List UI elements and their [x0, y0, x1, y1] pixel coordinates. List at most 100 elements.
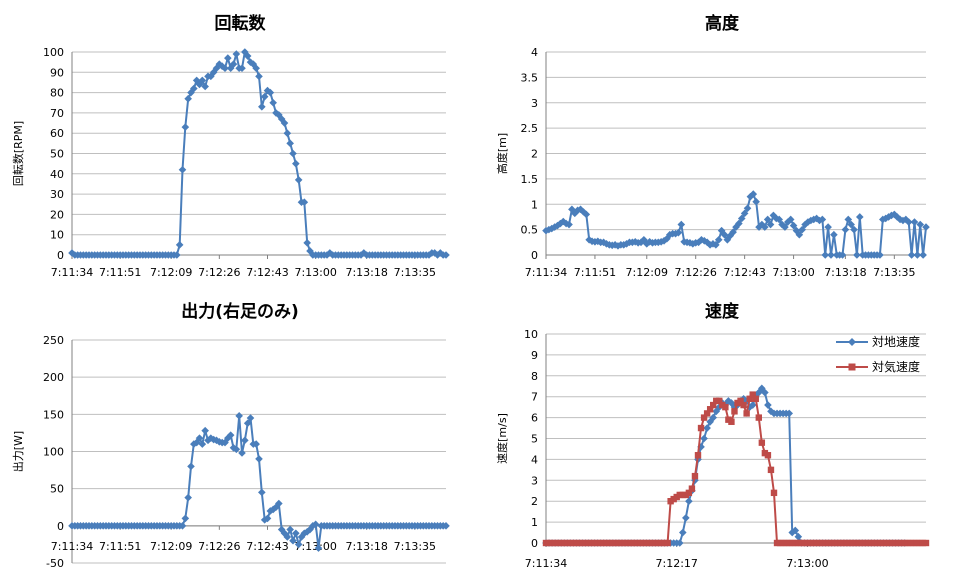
data-point	[749, 391, 756, 398]
data-point	[838, 251, 847, 259]
x-tick-label: 7:12:43	[723, 266, 765, 279]
x-tick-label: 7:12:26	[674, 266, 716, 279]
data-point	[246, 414, 255, 422]
y-tick-label: 0	[531, 249, 538, 262]
data-point	[767, 466, 775, 474]
data-point	[841, 225, 850, 234]
data-point	[910, 218, 919, 226]
y-tick-label: 50	[50, 483, 64, 496]
data-point	[700, 434, 708, 443]
data-point	[266, 88, 275, 97]
y-tick-label: 100	[43, 446, 64, 459]
data-point	[642, 240, 651, 248]
data-point	[226, 431, 235, 439]
data-point	[249, 60, 258, 68]
data-point	[703, 410, 711, 417]
data-point	[919, 251, 927, 259]
data-point	[640, 235, 648, 244]
legend-marker	[848, 338, 856, 346]
x-tick-label: 7:13:35	[394, 266, 436, 279]
y-tick-label: 30	[50, 188, 64, 201]
data-point	[269, 98, 277, 107]
y-tick-label: 150	[43, 408, 64, 421]
y-axis-label: 出力[W]	[11, 431, 25, 472]
x-tick-label: 7:11:34	[525, 557, 567, 570]
data-point	[907, 251, 916, 259]
data-point	[818, 215, 827, 224]
data-point	[258, 103, 266, 111]
data-point	[303, 527, 311, 536]
data-point	[201, 426, 209, 435]
data-point	[737, 397, 744, 405]
data-point	[357, 251, 365, 259]
x-tick-label: 7:13:00	[294, 266, 336, 279]
data-point	[789, 221, 798, 230]
data-point	[442, 522, 450, 530]
data-point	[786, 215, 795, 224]
data-point	[232, 50, 241, 58]
data-point	[922, 223, 930, 231]
data-point	[876, 251, 884, 259]
x-tick-label: 7:12:43	[246, 540, 288, 553]
y-tick-label: 80	[50, 87, 64, 100]
data-point	[685, 489, 693, 497]
y-tick-label: 70	[50, 107, 64, 120]
data-point	[238, 449, 246, 457]
data-point	[904, 218, 913, 226]
data-point	[252, 440, 260, 448]
data-point	[890, 210, 899, 219]
data-point	[258, 488, 266, 497]
data-point	[764, 452, 772, 459]
series-line-1	[68, 412, 450, 552]
data-point	[710, 401, 717, 409]
chart-title: 高度	[705, 13, 740, 34]
y-tick-label: 10	[524, 328, 538, 341]
x-tick-label: 7:12:09	[150, 540, 192, 553]
y-tick-label: 200	[43, 371, 64, 384]
data-point	[922, 539, 930, 547]
x-tick-label: 7:11:51	[99, 540, 141, 553]
data-point	[184, 493, 192, 502]
data-point	[709, 413, 717, 422]
data-point	[637, 238, 645, 247]
data-point	[323, 251, 331, 259]
y-tick-label: 20	[50, 208, 64, 221]
data-point	[827, 251, 835, 259]
y-axis-label: 回転数[RPM]	[12, 121, 25, 186]
y-tick-label: 2	[531, 495, 538, 508]
data-point	[729, 228, 737, 236]
data-point	[173, 251, 181, 259]
data-point	[545, 225, 553, 234]
data-point	[181, 123, 190, 131]
data-point	[815, 216, 824, 225]
data-point	[277, 115, 286, 123]
y-tick-label: 0	[57, 520, 64, 533]
x-tick-label: 7:12:17	[656, 557, 698, 570]
data-point	[716, 397, 723, 405]
data-point	[430, 249, 439, 257]
data-point	[286, 139, 294, 148]
data-point	[243, 419, 252, 428]
y-tick-label: 2	[531, 148, 538, 161]
data-point	[198, 76, 207, 85]
y-tick-label: 2.5	[521, 122, 539, 135]
chart-title: 回転数	[215, 13, 267, 34]
data-point	[916, 220, 925, 229]
y-tick-label: 5	[531, 433, 538, 446]
y-tick-label: 60	[50, 127, 64, 140]
data-point	[712, 241, 720, 249]
data-point	[243, 52, 252, 60]
data-point	[714, 235, 723, 244]
data-point	[847, 220, 855, 229]
data-point	[241, 436, 249, 445]
data-point	[746, 395, 753, 402]
data-point	[706, 241, 714, 249]
data-point	[582, 210, 591, 219]
data-point	[229, 443, 238, 452]
data-point	[740, 209, 749, 218]
data-point	[677, 220, 686, 229]
data-point	[737, 214, 746, 223]
data-point	[785, 409, 793, 418]
data-point	[425, 251, 433, 259]
